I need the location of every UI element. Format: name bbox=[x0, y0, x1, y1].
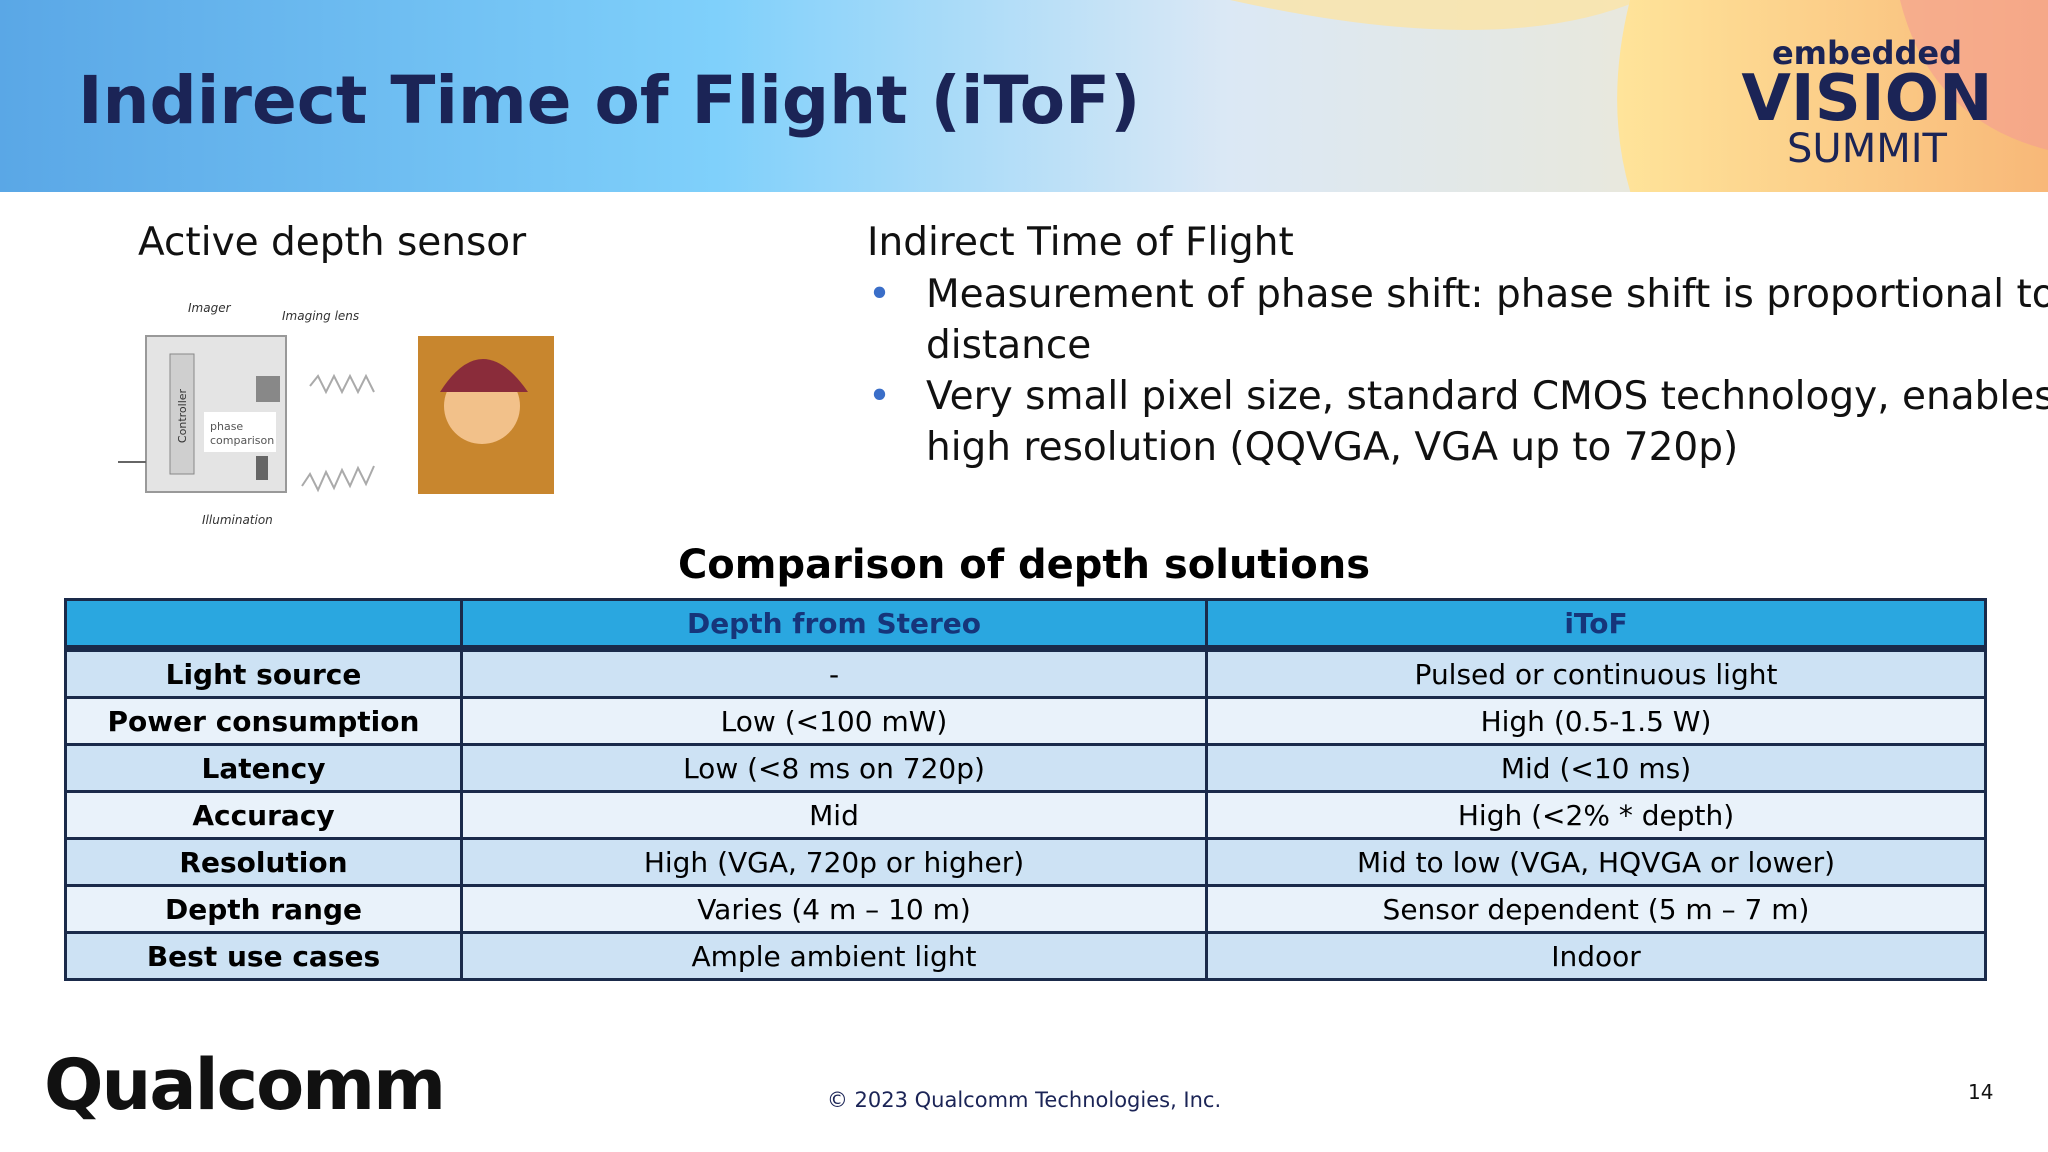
row-header: Power consumption bbox=[64, 696, 463, 746]
table-cell: Pulsed or continuous light bbox=[1205, 647, 1987, 699]
table-cell: Mid to low (VGA, HQVGA or lower) bbox=[1205, 837, 1987, 887]
logo-bottom: SUMMIT bbox=[1787, 126, 1947, 172]
table-cell: Low (<8 ms on 720p) bbox=[460, 743, 1208, 793]
table-title: Comparison of depth solutions bbox=[677, 542, 1371, 588]
sensor-diagram: Controller phase comparison Imager Imagi… bbox=[118, 301, 554, 527]
copyright: © 2023 Qualcomm Technologies, Inc. bbox=[826, 1088, 1222, 1112]
row-header: Light source bbox=[64, 647, 463, 699]
page-number: 14 bbox=[1968, 1080, 1994, 1104]
table-cell: Sensor dependent (5 m – 7 m) bbox=[1205, 884, 1987, 934]
label: Controller bbox=[176, 388, 189, 443]
table-cell: Mid bbox=[460, 790, 1208, 840]
row-header: Latency bbox=[64, 743, 463, 793]
logo-top: embedded bbox=[1772, 34, 1962, 72]
table-cell: Mid (<10 ms) bbox=[1205, 743, 1987, 793]
label: phase bbox=[210, 420, 243, 433]
table-row: Resolution High (VGA, 720p or higher) Mid … bbox=[64, 837, 1987, 887]
label: Illumination bbox=[202, 513, 273, 527]
label: comparison bbox=[210, 434, 274, 447]
row-header: Resolution bbox=[64, 837, 463, 887]
table-cell: - bbox=[460, 647, 1208, 699]
table-row: Depth range Varies (4 m – 10 m) Sensor dep… bbox=[64, 884, 1987, 934]
table-cell: Indoor bbox=[1205, 931, 1987, 981]
header-band: embedded VISION SUMMIT bbox=[0, 0, 2048, 192]
header-cell: Depth from Stereo bbox=[460, 598, 1208, 652]
table-cell: Ample ambient light bbox=[460, 931, 1208, 981]
row-header: Best use cases bbox=[64, 931, 463, 981]
table-cell: Low (<100 mW) bbox=[460, 696, 1208, 746]
header-row: Depth from Stereo iToF bbox=[64, 598, 1987, 652]
table-cell: High (VGA, 720p or higher) bbox=[460, 837, 1208, 887]
row-header: Accuracy bbox=[64, 790, 463, 840]
bullet-text: Very small pixel size, standard CMOS tec… bbox=[926, 374, 2048, 419]
bullet-text: distance bbox=[926, 323, 1092, 368]
label: Imager bbox=[188, 301, 232, 315]
table-row: Power consumption Low (<100 mW) High (0.5-… bbox=[64, 696, 1987, 746]
table-row: Latency Low (<8 ms on 720p) Mid (<10 ms) bbox=[64, 743, 1987, 793]
table-cell: High (<2% * depth) bbox=[1205, 790, 1987, 840]
title: Indirect Time of Flight (iToF) bbox=[78, 62, 1141, 139]
header-cell bbox=[64, 598, 463, 652]
label: Imaging lens bbox=[282, 309, 359, 323]
header-cell: iToF bbox=[1205, 598, 1987, 652]
table-cell: Varies (4 m – 10 m) bbox=[460, 884, 1208, 934]
table-row: Light source - Pulsed or continuous light bbox=[64, 647, 1987, 699]
table-row: Accuracy Mid High (<2% * depth) bbox=[64, 790, 1987, 840]
table-cell: High (0.5-1.5 W) bbox=[1205, 696, 1987, 746]
right-heading: Indirect Time of Flight bbox=[867, 220, 1294, 265]
left-heading: Active depth sensor bbox=[138, 220, 527, 265]
comparison-table: Depth from Stereo iToF Light source - Pulse… bbox=[64, 598, 1987, 981]
brand-logo: Qualcomm bbox=[44, 1044, 446, 1126]
logo-middle: VISION bbox=[1741, 62, 1992, 136]
row-header: Depth range bbox=[64, 884, 463, 934]
bullet-text: Measurement of phase shift: phase shift … bbox=[926, 272, 2048, 317]
table-row: Best use cases Ample ambient light Indoor bbox=[64, 931, 1987, 981]
bullet-dot: • bbox=[868, 374, 892, 419]
bullet-dot: • bbox=[868, 272, 892, 317]
bullet-text: high resolution (QQVGA, VGA up to 720p) bbox=[926, 425, 1739, 470]
